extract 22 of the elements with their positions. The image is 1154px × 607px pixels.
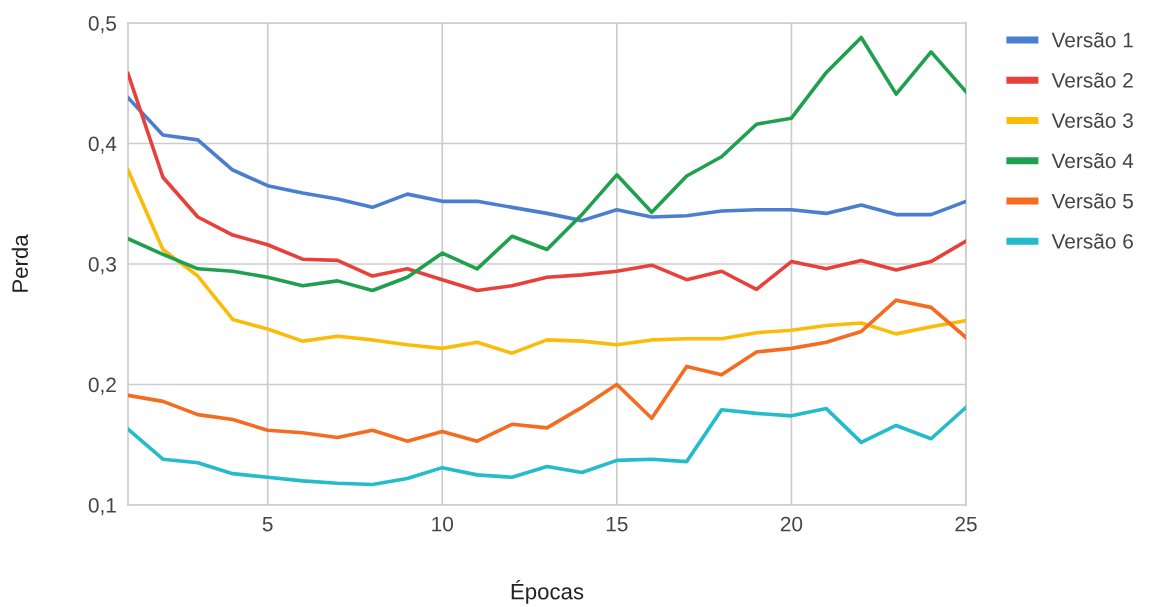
x-tick-label: 10 — [432, 516, 454, 532]
y-tick-label: 0,2 — [88, 377, 116, 395]
x-tick-label: 15 — [606, 516, 628, 532]
x-tick-label: 5 — [262, 516, 273, 532]
x-axis-title: Épocas — [511, 579, 584, 604]
legend-label: Versão 4 — [1051, 153, 1134, 169]
x-tick-label: 25 — [955, 516, 977, 532]
legend-label: Versão 5 — [1051, 193, 1133, 209]
legend-label: Versão 6 — [1051, 233, 1133, 249]
y-tick-label: 0,1 — [88, 498, 116, 516]
line-series — [128, 298, 966, 443]
x-tick-label: 20 — [780, 516, 803, 532]
y-tick-label: 0,3 — [88, 257, 116, 275]
legend-label: Versão 3 — [1051, 112, 1133, 128]
line-series — [128, 405, 966, 487]
line-series — [128, 95, 966, 223]
y-tick-label: 0,4 — [88, 136, 117, 154]
legend-label: Versão 1 — [1051, 32, 1133, 48]
line-series — [128, 168, 966, 355]
y-tick-label: 0,5 — [88, 16, 117, 34]
y-axis-title: Perda — [11, 234, 28, 292]
legend-label: Versão 2 — [1051, 72, 1133, 88]
